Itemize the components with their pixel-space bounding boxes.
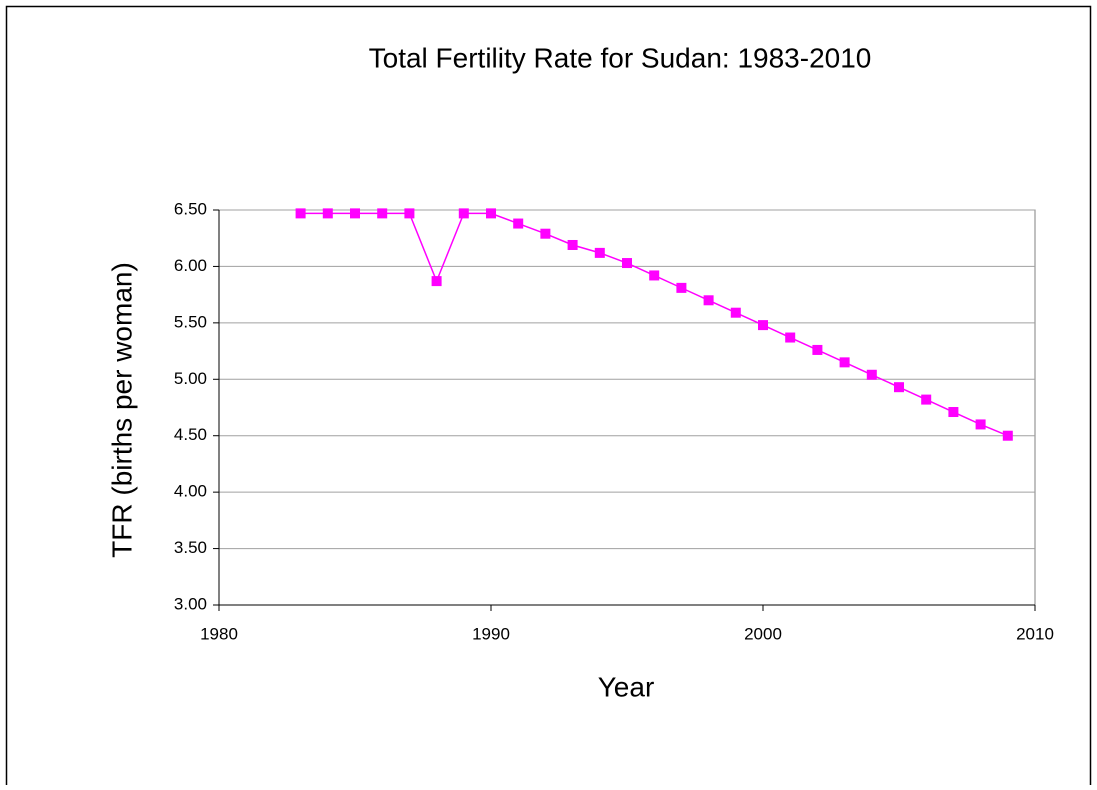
data-point <box>921 394 932 405</box>
data-point <box>649 270 660 281</box>
y-tick-label: 5.50 <box>174 312 207 331</box>
data-point <box>866 369 877 380</box>
data-point <box>540 228 551 239</box>
data-point <box>975 419 986 430</box>
plot-area <box>218 209 1036 606</box>
y-tick-label: 4.50 <box>174 425 207 444</box>
y-tick-label: 6.00 <box>174 256 207 275</box>
data-point <box>839 357 850 368</box>
data-point <box>594 247 605 258</box>
data-point <box>758 320 768 331</box>
data-point <box>948 407 959 418</box>
y-tick-label: 3.00 <box>174 594 207 613</box>
data-point <box>812 344 823 355</box>
y-axis-label: TFR (births per woman) <box>106 262 137 558</box>
data-point <box>486 208 496 219</box>
data-point <box>567 239 578 250</box>
data-point <box>431 276 442 287</box>
x-tick-label: 2010 <box>1016 624 1054 643</box>
data-point <box>513 218 524 229</box>
data-point <box>377 208 388 219</box>
data-point <box>350 208 360 219</box>
y-tick-label: 5.00 <box>174 369 207 388</box>
data-point <box>458 208 469 219</box>
data-point <box>785 332 796 343</box>
data-point <box>1002 430 1013 441</box>
x-tick-label: 2000 <box>744 624 782 643</box>
data-point <box>404 208 415 219</box>
x-tick-label: 1980 <box>200 624 238 643</box>
data-point <box>295 208 306 219</box>
data-point <box>703 295 714 306</box>
y-tick-label: 6.50 <box>174 199 207 218</box>
data-point <box>676 282 687 293</box>
x-axis-label: Year <box>598 671 655 702</box>
chart-title: Total Fertility Rate for Sudan: 1983-201… <box>369 42 872 73</box>
data-point <box>322 208 333 219</box>
data-point <box>894 382 904 393</box>
data-point <box>730 307 741 318</box>
data-point <box>622 258 632 269</box>
y-tick-label: 4.00 <box>174 482 207 501</box>
y-tick-label: 3.50 <box>174 538 207 557</box>
x-tick-label: 1990 <box>472 624 510 643</box>
